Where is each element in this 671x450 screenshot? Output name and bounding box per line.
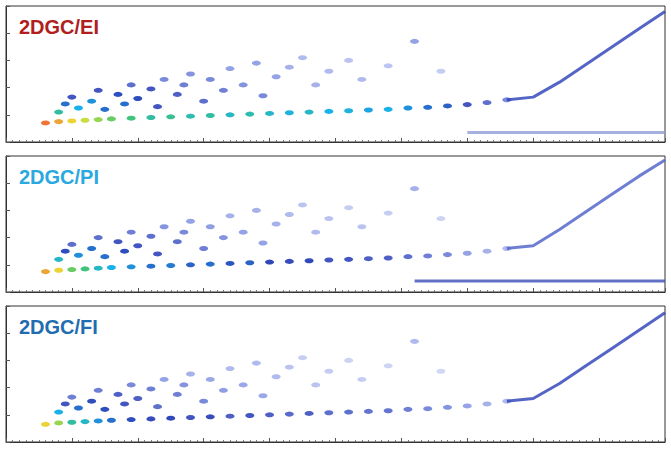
svg-text:2DGC/FI: 2DGC/FI (19, 316, 98, 338)
svg-text:2DGC/PI: 2DGC/PI (19, 166, 99, 188)
svg-text:2DGC/EI: 2DGC/EI (19, 16, 99, 38)
